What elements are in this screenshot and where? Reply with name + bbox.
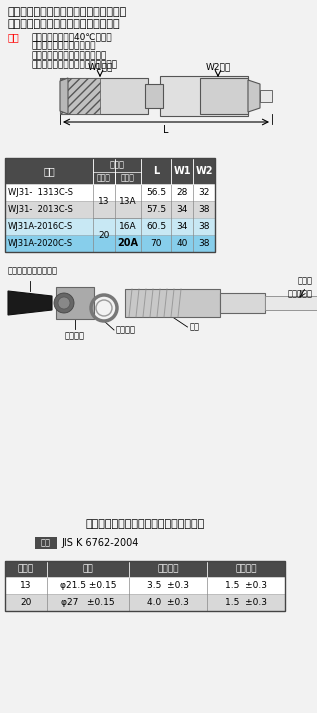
Text: 1.5  ±0.3: 1.5 ±0.3 <box>225 598 267 607</box>
Text: W2六角: W2六角 <box>205 62 231 71</box>
Text: 40: 40 <box>176 239 188 248</box>
Polygon shape <box>60 78 68 114</box>
Bar <box>160 76 248 116</box>
Bar <box>56 287 94 319</box>
Text: 袋ナット: 袋ナット <box>65 331 85 340</box>
Text: WJ31A-2016C-S: WJ31A-2016C-S <box>8 222 73 231</box>
Text: 樹脂管: 樹脂管 <box>298 276 313 285</box>
Circle shape <box>58 297 70 309</box>
Bar <box>5 594 285 611</box>
Text: 57.5: 57.5 <box>146 205 166 214</box>
Bar <box>5 184 215 201</box>
Text: 13: 13 <box>98 197 110 205</box>
Text: 3.5  ±0.3: 3.5 ±0.3 <box>147 581 189 590</box>
Text: 注：: 注： <box>8 32 20 42</box>
Bar <box>260 90 272 102</box>
Text: 38: 38 <box>198 239 210 248</box>
Bar <box>5 158 215 252</box>
Bar <box>5 577 285 594</box>
Bar <box>5 201 215 218</box>
Text: 28: 28 <box>176 188 188 197</box>
Text: 20: 20 <box>20 598 32 607</box>
Text: ワンタッチ: ワンタッチ <box>288 289 313 298</box>
Text: 品番: 品番 <box>43 166 55 176</box>
Polygon shape <box>248 80 260 112</box>
Text: 20: 20 <box>98 230 110 240</box>
Text: 本体: 本体 <box>190 322 199 332</box>
Text: 60.5: 60.5 <box>146 222 166 231</box>
Bar <box>5 561 285 611</box>
Text: 割リング: 割リング <box>116 326 136 334</box>
Text: 56.5: 56.5 <box>146 188 166 197</box>
Text: JIS K 6762-2004: JIS K 6762-2004 <box>61 538 139 548</box>
Text: 樹脂管: 樹脂管 <box>121 174 135 183</box>
Text: 34: 34 <box>176 205 188 214</box>
Text: 水道用ポリエチレン管: 水道用ポリエチレン管 <box>8 266 58 275</box>
Bar <box>5 158 215 184</box>
Text: 16A: 16A <box>119 222 137 231</box>
Bar <box>5 235 215 252</box>
Text: 70: 70 <box>150 239 162 248</box>
Text: 適切な防食処理を施してください。: 適切な防食処理を施してください。 <box>32 61 118 69</box>
Text: 全体肉厚: 全体肉厚 <box>157 565 179 573</box>
Bar <box>145 84 163 108</box>
Text: 38: 38 <box>198 205 210 214</box>
Bar <box>5 561 285 577</box>
Text: L: L <box>153 166 159 176</box>
Text: 規格: 規格 <box>41 538 51 548</box>
Text: WJ31-  2013C-S: WJ31- 2013C-S <box>8 205 73 214</box>
Text: 給水用（使用温度40℃以下）: 給水用（使用温度40℃以下） <box>32 32 113 41</box>
Bar <box>125 289 220 317</box>
Text: として使用してください。: として使用してください。 <box>32 41 96 51</box>
Text: WJ31A-2020C-S: WJ31A-2020C-S <box>8 239 73 248</box>
Text: WJ31-  1313C-S: WJ31- 1313C-S <box>8 188 73 197</box>
Bar <box>5 218 215 235</box>
Text: 水道用ポリエチレン１種二層管サイズ表: 水道用ポリエチレン１種二層管サイズ表 <box>85 519 205 529</box>
Bar <box>265 296 317 310</box>
Polygon shape <box>8 291 52 315</box>
Text: 埋設する場合、防食テープ等で: 埋設する場合、防食テープ等で <box>32 51 107 60</box>
Bar <box>60 78 100 114</box>
Text: 呼び径: 呼び径 <box>18 565 34 573</box>
Text: W1: W1 <box>173 166 191 176</box>
Bar <box>220 293 265 313</box>
Text: 20A: 20A <box>118 239 139 249</box>
Text: W2: W2 <box>195 166 213 176</box>
Circle shape <box>54 293 74 313</box>
Text: 外層肉厚: 外層肉厚 <box>235 565 257 573</box>
Text: 13: 13 <box>20 581 32 590</box>
Text: 架橋ポリエチレン管が接続できます。: 架橋ポリエチレン管が接続できます。 <box>8 19 121 29</box>
Text: 34: 34 <box>176 222 188 231</box>
Text: ポリ管: ポリ管 <box>97 174 111 183</box>
Bar <box>60 78 148 114</box>
Text: 13A: 13A <box>119 197 137 205</box>
Text: φ27   ±0.15: φ27 ±0.15 <box>61 598 115 607</box>
Text: 外径: 外径 <box>83 565 94 573</box>
Bar <box>200 78 248 114</box>
Text: 「水道用ポリエチレン管１種二層管」と: 「水道用ポリエチレン管１種二層管」と <box>8 7 127 17</box>
Text: 4.0  ±0.3: 4.0 ±0.3 <box>147 598 189 607</box>
Bar <box>35 537 57 549</box>
Text: 1.5  ±0.3: 1.5 ±0.3 <box>225 581 267 590</box>
Text: 32: 32 <box>198 188 210 197</box>
Text: 38: 38 <box>198 222 210 231</box>
Text: 呼び径: 呼び径 <box>109 160 125 170</box>
Text: W1六角: W1六角 <box>87 62 113 71</box>
Text: L: L <box>163 125 169 135</box>
Text: φ21.5 ±0.15: φ21.5 ±0.15 <box>60 581 116 590</box>
